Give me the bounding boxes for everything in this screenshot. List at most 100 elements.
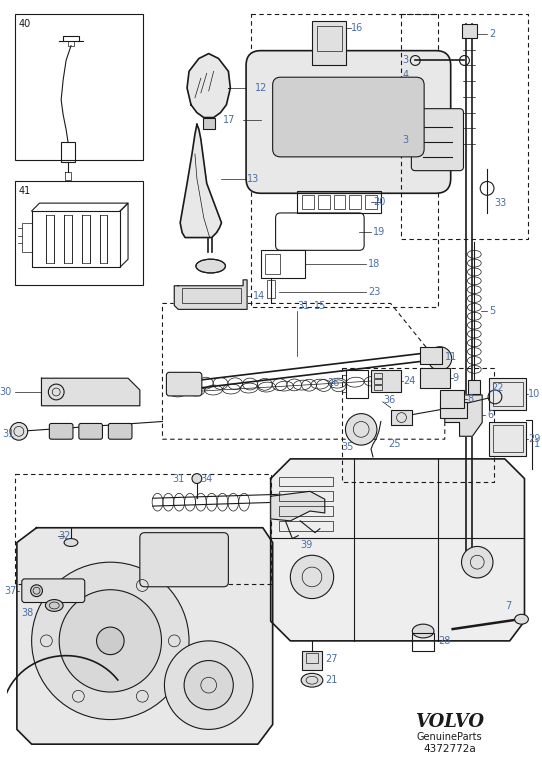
Circle shape [164, 640, 253, 730]
Polygon shape [17, 528, 273, 744]
Bar [302, 195, 314, 209]
Text: 10: 10 [528, 389, 541, 399]
Text: 31: 31 [297, 301, 309, 312]
Ellipse shape [46, 600, 63, 612]
Text: 15: 15 [314, 301, 326, 312]
Polygon shape [445, 395, 482, 436]
Ellipse shape [515, 615, 528, 624]
Bar [279, 492, 333, 501]
Circle shape [96, 627, 124, 655]
Text: 4: 4 [402, 70, 409, 80]
Text: 41: 41 [19, 186, 31, 197]
Text: 39: 39 [300, 540, 312, 550]
Bar [306, 653, 318, 662]
Circle shape [291, 555, 334, 598]
Text: 16: 16 [351, 23, 364, 33]
Bar [489, 421, 526, 456]
Bar [462, 24, 478, 38]
Text: 17: 17 [223, 114, 235, 124]
Bar [317, 26, 341, 51]
FancyBboxPatch shape [166, 373, 202, 396]
Bar [412, 633, 434, 651]
FancyBboxPatch shape [108, 424, 132, 439]
Bar [261, 251, 305, 278]
Bar [489, 378, 526, 410]
Text: 26: 26 [327, 378, 339, 388]
Ellipse shape [196, 259, 225, 273]
Text: 20: 20 [373, 197, 385, 207]
Bar [374, 385, 382, 390]
Text: VOLVO: VOLVO [415, 713, 484, 731]
Text: 6: 6 [487, 410, 493, 420]
Bar [350, 195, 361, 209]
Circle shape [428, 347, 451, 370]
Text: 38: 38 [22, 608, 34, 619]
Text: 14: 14 [253, 290, 265, 301]
Circle shape [462, 547, 493, 578]
Bar [468, 381, 480, 394]
FancyBboxPatch shape [49, 424, 73, 439]
Text: 31: 31 [172, 474, 185, 484]
Text: 34: 34 [200, 474, 212, 484]
Bar [334, 195, 345, 209]
Bar [493, 425, 522, 452]
Polygon shape [270, 459, 525, 640]
Bar [420, 368, 450, 388]
Bar [391, 410, 412, 425]
Text: 23: 23 [368, 287, 380, 297]
Text: 13: 13 [247, 174, 259, 183]
Bar [279, 521, 333, 531]
Bar [61, 143, 75, 162]
Bar [297, 191, 381, 213]
Text: 4372772a: 4372772a [423, 744, 476, 754]
Text: 33: 33 [494, 198, 506, 208]
Text: 8: 8 [467, 394, 474, 404]
Circle shape [10, 423, 28, 440]
Text: 19: 19 [373, 226, 385, 236]
Bar [440, 390, 464, 408]
Bar [420, 347, 442, 364]
Bar [318, 195, 330, 209]
FancyBboxPatch shape [246, 51, 451, 193]
Bar [267, 280, 275, 298]
Ellipse shape [31, 585, 42, 597]
Bar [346, 370, 368, 398]
Bar [374, 379, 382, 384]
Text: 3: 3 [402, 135, 409, 145]
Bar [203, 117, 215, 129]
Polygon shape [175, 280, 247, 309]
Text: 3: 3 [402, 56, 409, 66]
FancyBboxPatch shape [79, 424, 102, 439]
Ellipse shape [64, 539, 78, 547]
Text: 11: 11 [445, 352, 457, 362]
Bar [265, 254, 280, 274]
Bar [371, 370, 401, 392]
Circle shape [345, 413, 377, 445]
Text: 12: 12 [255, 83, 267, 93]
Polygon shape [270, 492, 325, 521]
Text: 18: 18 [368, 259, 380, 269]
Text: 9: 9 [453, 373, 459, 383]
Polygon shape [187, 53, 230, 117]
Text: 31: 31 [3, 429, 15, 439]
Text: 21: 21 [325, 675, 337, 685]
Text: 27: 27 [325, 654, 337, 663]
Bar [493, 382, 522, 406]
FancyBboxPatch shape [22, 579, 85, 602]
Bar [302, 651, 322, 670]
Circle shape [192, 474, 202, 483]
Polygon shape [42, 378, 140, 406]
Text: 28: 28 [438, 636, 450, 646]
Bar [15, 14, 143, 160]
Text: 35: 35 [341, 442, 354, 452]
Text: 30: 30 [0, 387, 12, 397]
Text: 25: 25 [389, 439, 401, 449]
Bar [22, 223, 31, 252]
Bar [365, 195, 377, 209]
Text: 1: 1 [534, 439, 540, 449]
Text: 29: 29 [528, 435, 541, 444]
Text: 2: 2 [489, 29, 495, 39]
Text: 7: 7 [505, 601, 511, 612]
Text: 5: 5 [489, 306, 495, 316]
Text: 37: 37 [4, 586, 17, 596]
